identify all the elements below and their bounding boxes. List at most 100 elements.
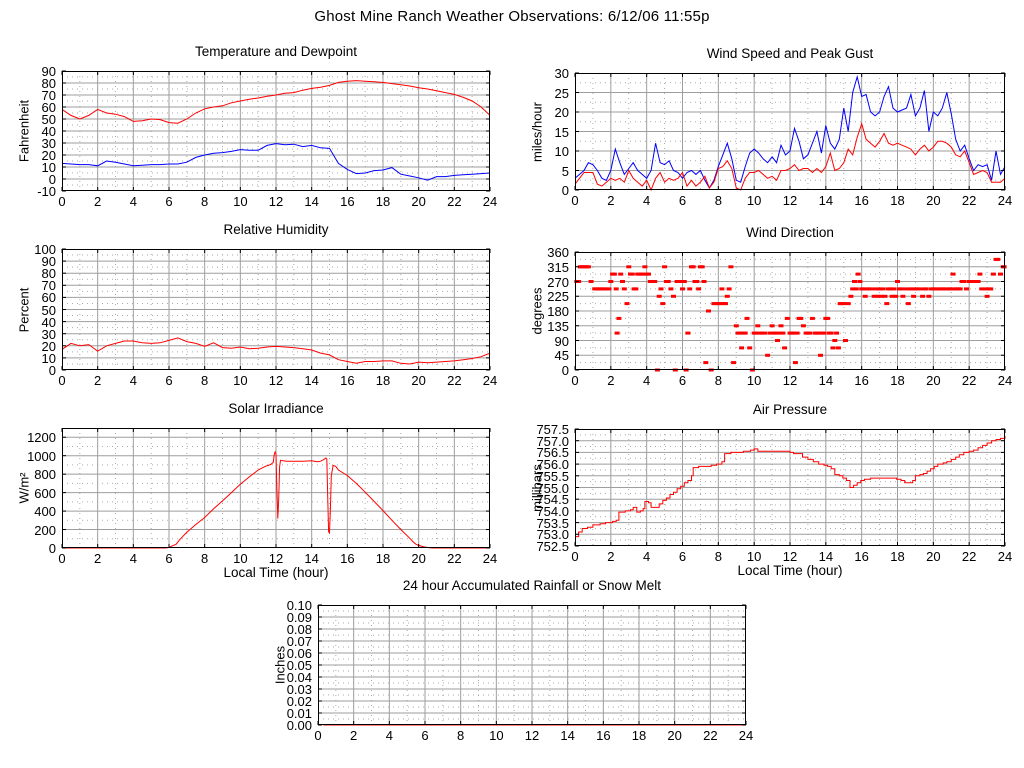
x-tick-label: 18: [890, 373, 905, 388]
x-tick-label: 24: [738, 728, 754, 743]
y-tick-label: 90: [554, 333, 569, 349]
plot-svg: [574, 251, 1007, 372]
y-tick-label: 20: [41, 338, 56, 354]
x-tick-label: 6: [678, 193, 687, 208]
x-tick-label: 8: [201, 551, 209, 566]
x-tick-label: 2: [607, 193, 615, 208]
x-tick-label: 6: [421, 728, 429, 743]
y-tick-label: 0.03: [286, 682, 312, 697]
x-tick-label: 2: [94, 373, 102, 388]
y-tick-label: 1000: [27, 448, 56, 464]
x-tick-label: 6: [165, 194, 173, 209]
x-tick-label: 20: [667, 728, 682, 743]
y-tick-label: 1200: [27, 430, 56, 446]
x-tick-label: 24: [997, 373, 1013, 388]
x-tick-label: 22: [961, 373, 977, 388]
y-tick-label: 225: [547, 289, 569, 305]
x-tick-label: 22: [961, 193, 977, 208]
y-tick-label: 20: [41, 148, 56, 163]
x-tick-label: 24: [482, 194, 498, 209]
solar-irradiance-chart: Solar Irradiance W/m² Local Time (hour) …: [17, 401, 498, 580]
plot-area: [317, 604, 747, 726]
y-tick-label: 757.5: [536, 422, 569, 437]
x-tick-label: 4: [385, 728, 393, 743]
y-tick-label: 50: [41, 302, 56, 318]
x-tick-label: 20: [926, 193, 941, 208]
y-tick-label: 10: [41, 350, 56, 366]
x-tick-label: 12: [268, 194, 284, 209]
wind-speed-gust-chart: Wind Speed and Peak Gust miles/hour 0 5 10…: [530, 46, 1013, 207]
x-tick-label: 24: [997, 193, 1013, 208]
y-tick-label: 15: [554, 124, 569, 140]
x-tick-label: 22: [447, 373, 462, 388]
x-tick-label: 24: [482, 551, 498, 566]
y-tick-label: 0.10: [286, 598, 312, 613]
plot-area: [61, 70, 491, 192]
chart-title: Relative Humidity: [223, 222, 329, 237]
y-tick-label: 400: [34, 504, 56, 520]
x-tick-label: 16: [340, 551, 355, 566]
air-pressure-chart: Air Pressure millibars Local Time (hour)…: [530, 402, 1013, 578]
y-tick-label: 90: [41, 64, 56, 79]
y-tick-label: 0.00: [286, 718, 312, 733]
x-tick-label: 14: [818, 373, 834, 388]
plot-area: [574, 72, 1006, 192]
y-tick-label: 30: [41, 136, 56, 151]
x-tick-label: 22: [447, 194, 462, 209]
page-title: Ghost Mine Ranch Weather Observations: 6…: [314, 8, 710, 25]
x-tick-label: 10: [233, 373, 248, 388]
y-tick-label: 756.5: [536, 445, 569, 461]
y-tick-label: 360: [547, 245, 569, 260]
x-tick-label: 22: [447, 551, 462, 566]
y-tick-label: 50: [41, 112, 56, 127]
x-tick-label: 8: [457, 728, 465, 743]
x-tick-label: 16: [340, 373, 355, 388]
y-tick-label: 10: [554, 144, 569, 159]
y-tick-label: 755.0: [536, 480, 569, 496]
plot-svg: [61, 428, 491, 549]
x-tick-label: 12: [268, 551, 284, 566]
y-tick-label: 10: [41, 160, 56, 175]
y-tick-label: 0.06: [286, 646, 312, 661]
x-tick-label: 12: [782, 193, 798, 208]
y-tick-label: 752.5: [536, 539, 569, 554]
chart-title: Air Pressure: [752, 402, 828, 417]
x-tick-label: 12: [782, 549, 798, 564]
y-tick-label: 0: [48, 363, 56, 378]
x-tick-label: 4: [643, 373, 651, 388]
y-tick-label: 60: [41, 100, 56, 115]
x-tick-label: 20: [411, 194, 426, 209]
x-tick-label: 22: [961, 549, 977, 564]
y-tick-label: 600: [34, 485, 56, 501]
x-tick-label: 10: [489, 728, 504, 743]
x-tick-label: 4: [643, 549, 651, 564]
x-tick-label: 2: [607, 549, 615, 564]
y-tick-label: 40: [41, 314, 56, 330]
x-tick-label: 18: [631, 728, 647, 743]
x-tick-label: 14: [560, 728, 575, 743]
x-tick-label: 6: [165, 373, 173, 388]
y-tick-label: 0.08: [286, 622, 312, 637]
x-tick-label: 0: [571, 373, 579, 388]
y-tick-label: 20: [554, 105, 569, 120]
x-tick-label: 20: [411, 551, 426, 566]
y-tick-label: 70: [41, 278, 56, 294]
y-tick-label: 0.07: [286, 634, 312, 649]
x-tick-label: 20: [926, 549, 941, 564]
x-tick-label: 0: [314, 728, 322, 743]
y-tick-label: 753.5: [536, 515, 569, 531]
chart-title: Wind Direction: [746, 225, 834, 240]
x-tick-label: 24: [997, 549, 1013, 564]
x-tick-label: 0: [571, 549, 579, 564]
x-tick-label: 10: [746, 373, 762, 388]
x-tick-label: 8: [201, 373, 209, 388]
x-tick-label: 2: [94, 194, 102, 209]
chart-title: Temperature and Dewpoint: [194, 44, 358, 59]
x-tick-label: 6: [678, 373, 687, 388]
y-tick-label: 0: [561, 363, 569, 378]
wind-direction-chart: Wind Direction degrees 0 45 90 135 180 225 270…: [530, 225, 1013, 387]
x-tick-label: 14: [304, 194, 319, 209]
x-tick-label: 16: [854, 549, 869, 564]
x-tick-label: 14: [304, 551, 319, 566]
y-tick-label: 5: [561, 163, 569, 179]
